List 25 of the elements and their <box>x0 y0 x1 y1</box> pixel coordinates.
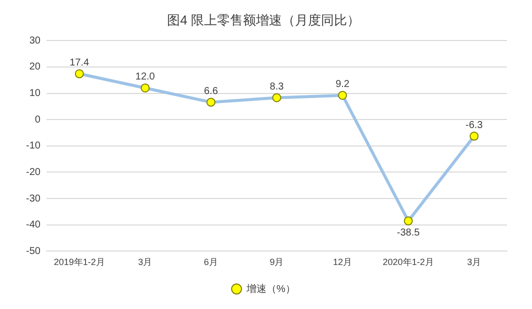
y-tick-label: -40 <box>26 220 41 231</box>
x-tick-label: 3月 <box>467 257 482 268</box>
data-label: 6.6 <box>204 86 218 97</box>
y-tick-label: -20 <box>26 166 41 178</box>
y-tick-label: 10 <box>29 88 41 99</box>
x-tick-label: 12月 <box>333 257 352 268</box>
y-tick-label: 0 <box>34 114 41 126</box>
data-label: 17.4 <box>70 58 90 69</box>
data-label: 8.3 <box>270 81 284 92</box>
data-label: -38.5 <box>396 228 420 239</box>
x-tick-label: 9月 <box>270 257 284 268</box>
legend-label: 增速（%） <box>246 282 296 295</box>
y-tick-label: 20 <box>29 62 41 73</box>
x-tick-label: 6月 <box>204 257 218 268</box>
x-tick-label: 2020年1-2月 <box>382 257 434 268</box>
x-tick-label: 2019年1-2月 <box>54 257 105 268</box>
data-label: 9.2 <box>336 79 350 90</box>
y-tick-label: -50 <box>26 246 41 257</box>
y-tick-label: -30 <box>26 193 41 204</box>
chart-title: 图4 限上零售额增速（月度同比） <box>167 12 360 28</box>
data-label: -6.3 <box>465 120 484 131</box>
y-tick-label: 30 <box>29 35 41 46</box>
y-tick-label: -10 <box>26 140 41 152</box>
x-tick-label: 3月 <box>138 257 152 268</box>
data-label: 12.0 <box>135 72 156 83</box>
